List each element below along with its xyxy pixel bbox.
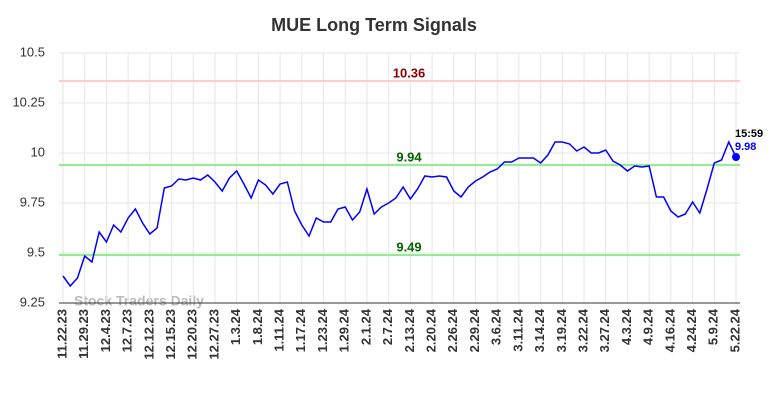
x-tick-label: 4.9.24	[641, 308, 656, 345]
x-tick-label: 1.17.24	[293, 308, 308, 352]
x-tick-label: 2.29.24	[467, 308, 482, 352]
x-tick-label: 1.11.24	[272, 308, 287, 351]
y-tick-label: 10.5	[20, 44, 45, 59]
x-tick-label: 5.9.24	[706, 308, 721, 345]
x-tick-label: 1.29.24	[337, 308, 352, 352]
x-tick-label: 12.7.23	[120, 309, 135, 352]
x-tick-label: 11.29.23	[76, 309, 91, 359]
y-tick-label: 9.5	[27, 244, 45, 259]
last-point	[732, 153, 740, 161]
x-tick-label: 12.20.23	[185, 309, 200, 360]
signal-label: 9.49	[396, 239, 421, 254]
x-tick-label: 3.27.24	[597, 308, 612, 352]
last-time: 15:59	[735, 128, 763, 140]
y-tick-label: 9.25	[20, 294, 45, 309]
y-tick-label: 10	[31, 144, 45, 159]
x-tick-label: 2.7.24	[380, 308, 395, 345]
x-tick-label: 11.22.23	[54, 309, 69, 359]
x-tick-label: 12.15.23	[163, 309, 178, 360]
x-tick-label: 2.1.24	[358, 308, 373, 345]
x-tick-label: 4.16.24	[662, 308, 677, 352]
x-tick-label: 2.26.24	[445, 308, 460, 352]
x-tick-label: 12.12.23	[141, 309, 156, 360]
y-tick-label: 9.75	[20, 194, 45, 209]
x-tick-label: 5.22.24	[727, 308, 742, 352]
x-tick-label: 12.4.23	[98, 309, 113, 352]
x-tick-label: 1.8.24	[250, 308, 265, 345]
x-tick-label: 3.6.24	[489, 308, 504, 345]
watermark: Stock Traders Daily	[74, 293, 204, 309]
x-tick-label: 3.14.24	[532, 308, 547, 352]
x-tick-label: 1.3.24	[228, 308, 243, 345]
last-value: 9.98	[735, 141, 756, 153]
price-line	[62, 140, 737, 288]
x-tick-label: 2.20.24	[424, 308, 439, 352]
chart-title: MUE Long Term Signals	[271, 15, 477, 35]
signal-label: 10.36	[393, 65, 426, 80]
x-tick-label: 1.23.24	[315, 308, 330, 352]
x-tick-label: 4.3.24	[619, 308, 634, 345]
signal-label: 9.94	[396, 149, 422, 164]
x-tick-label: 3.22.24	[575, 308, 590, 352]
x-tick-label: 3.11.24	[510, 308, 525, 351]
x-tick-label: 4.24.24	[684, 308, 699, 352]
x-tick-label: 12.27.23	[206, 309, 221, 360]
y-tick-label: 10.25	[12, 94, 45, 109]
x-tick-label: 3.19.24	[554, 308, 569, 352]
x-tick-label: 2.13.24	[402, 308, 417, 352]
